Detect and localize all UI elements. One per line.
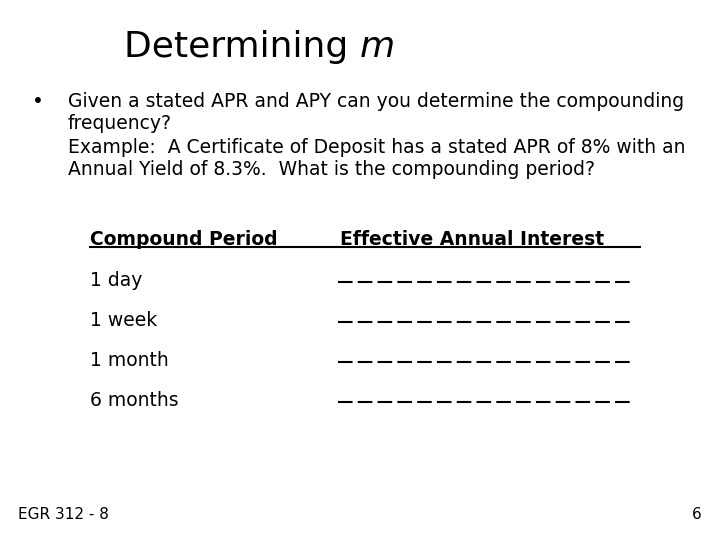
Text: m: m bbox=[360, 30, 395, 64]
Text: Compound Period: Compound Period bbox=[90, 230, 278, 249]
Text: 1 week: 1 week bbox=[90, 310, 157, 329]
Text: EGR 312 - 8: EGR 312 - 8 bbox=[18, 507, 109, 522]
Text: Annual Yield of 8.3%.  What is the compounding period?: Annual Yield of 8.3%. What is the compou… bbox=[68, 160, 595, 179]
Text: •: • bbox=[32, 92, 44, 111]
Text: Determining: Determining bbox=[125, 30, 360, 64]
Text: Given a stated APR and APY can you determine the compounding: Given a stated APR and APY can you deter… bbox=[68, 92, 684, 111]
Text: Example:  A Certificate of Deposit has a stated APR of 8% with an: Example: A Certificate of Deposit has a … bbox=[68, 138, 685, 157]
Text: 6 months: 6 months bbox=[90, 390, 179, 409]
Text: 1 month: 1 month bbox=[90, 350, 168, 369]
Text: 1 day: 1 day bbox=[90, 271, 143, 289]
Text: 6: 6 bbox=[692, 507, 702, 522]
Text: frequency?: frequency? bbox=[68, 114, 172, 133]
Text: Effective Annual Interest: Effective Annual Interest bbox=[340, 230, 604, 249]
